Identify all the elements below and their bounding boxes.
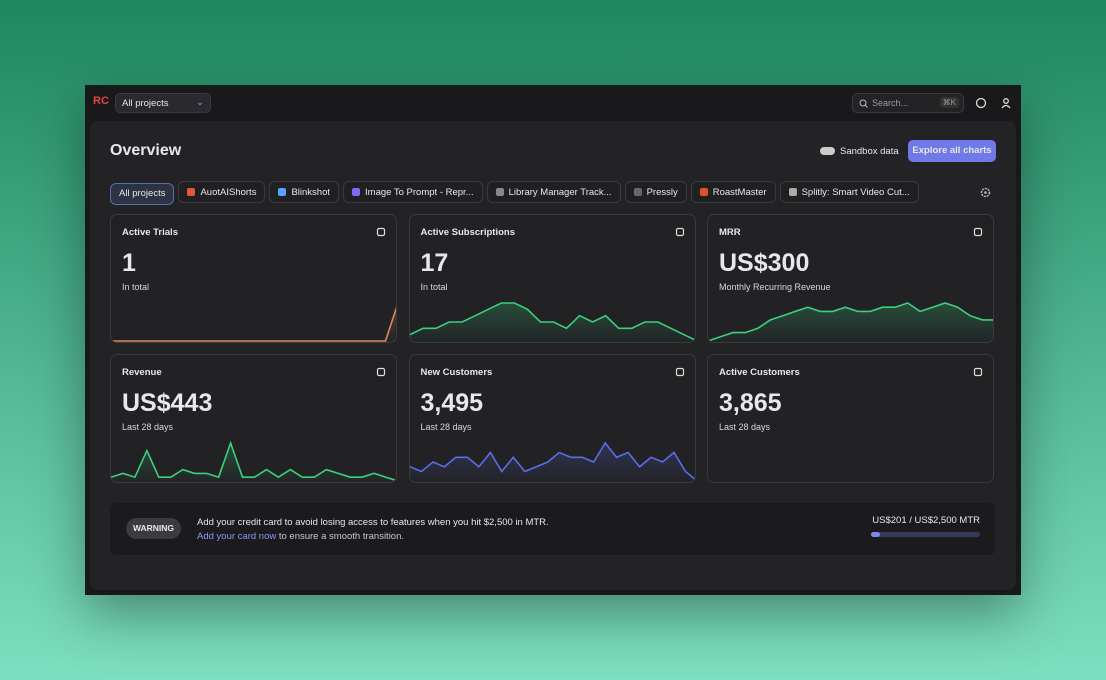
card-icon [675,227,684,237]
main-panel: Overview Sandbox data Explore all charts… [90,121,1016,590]
card-title: Revenue [122,367,162,378]
project-tab[interactable]: Blinkshot [269,181,340,203]
card-title: Active Subscriptions [420,227,516,238]
card-icon [376,227,386,237]
metric-card[interactable]: Active Trials 1 In total [110,214,397,343]
sparkline-line [111,306,396,342]
sparkline [111,306,396,342]
search[interactable]: Search... ⌘K [852,93,964,113]
project-select[interactable]: All projects ⌄ [115,93,211,113]
tab-icon [699,188,708,196]
card-title: Active Customers [719,367,800,378]
tab-label: All projects [119,188,166,199]
tab-label: RoastMaster [712,186,767,198]
tab-label: Pressly [646,186,678,198]
project-tab[interactable]: Image To Prompt - Repr... [343,181,483,203]
user-icon[interactable] [1000,97,1012,109]
tab-label: Blinkshot [291,186,331,198]
card-value: 3,865 [719,389,782,417]
card-subtitle: Last 28 days [420,422,472,432]
settings-icon[interactable] [980,187,991,198]
help-icon[interactable] [975,97,987,109]
tab-label: Image To Prompt - Repr... [365,186,474,198]
shortcut: ⌘K [939,97,959,108]
tab-label: Library Manager Track... [508,186,612,198]
card-title: MRR [719,227,741,238]
warning-suffix: to ensure a smooth transition. [276,531,405,542]
card-value: US$443 [122,389,213,417]
sandbox-label: Sandbox data [840,146,899,157]
card-value: 1 [122,249,136,277]
tab-label: Splitly: Smart Video Cut... [801,186,910,198]
sparkline-area [409,303,695,342]
warning-message: Add your credit card to avoid losing acc… [197,517,549,528]
card-value: 17 [420,249,449,277]
usage-label: US$201 / US$2,500 MTR [872,515,980,526]
logo: RC [93,95,109,107]
explore-button[interactable]: Explore all charts [908,140,996,162]
tab-icon [495,188,504,196]
sparkline-line [409,441,695,481]
project-tab[interactable]: Pressly [624,181,687,203]
card-subtitle: In total [420,282,448,292]
tab-icon [352,188,361,196]
warning-badge: WARNING [126,518,181,539]
sparkline [409,302,695,342]
metric-card[interactable]: Active Subscriptions 17 In total [408,214,696,343]
tab-icon [187,188,196,196]
sparkline [708,302,993,342]
sparkline-area [409,443,695,482]
sparkline-line [409,302,695,341]
card-subtitle: Last 28 days [719,422,771,432]
usage-fill [871,532,880,537]
card-value: 3,495 [420,389,484,417]
search-icon [859,99,868,108]
project-tab[interactable]: Splitly: Smart Video Cut... [779,181,919,203]
metric-card[interactable]: MRR US$300 Monthly Recurring Revenue [707,214,994,343]
sparkline-area [111,309,396,342]
tab-bar: All projects AuotAIShorts Blinkshot Image T… [110,181,923,205]
card-value: US$300 [719,249,810,277]
warning-box: WARNING Add your credit card to avoid lo… [110,503,995,555]
tab-icon [278,188,287,196]
card-title: New Customers [420,367,493,378]
chevron: ⌄ [196,97,204,108]
sparkline-area [708,303,993,342]
card-subtitle: Last 28 days [122,422,174,432]
card-icon [973,367,983,377]
sparkline-line [111,440,396,482]
sparkline-line [708,302,993,342]
project-select-label: All projects [122,98,169,109]
search-placeholder: Search... [872,98,909,108]
tab-icon [633,188,642,196]
project-tab[interactable]: RoastMaster [690,181,776,203]
tab-icon [788,188,797,196]
page-title: Overview [110,142,182,159]
card-subtitle: In total [122,282,150,292]
sandbox-toggle[interactable] [820,147,835,155]
card-title: Active Trials [122,227,178,238]
tab-label: AuotAIShorts [200,186,257,198]
project-tab[interactable]: AuotAIShorts [178,181,266,203]
project-tab[interactable]: All projects [110,182,175,205]
warning-line: Add your card now to ensure a smooth tra… [197,531,404,542]
add-card-link[interactable]: Add your card now [197,531,277,542]
card-icon [675,367,684,377]
sparkline [409,441,695,482]
metric-card[interactable]: Active Customers 3,865 Last 28 days [707,354,994,483]
card-icon [376,367,386,377]
metric-card[interactable]: New Customers 3,495 Last 28 days [408,354,696,483]
card-icon [973,227,983,237]
sparkline [111,440,396,482]
usage-track [871,532,980,537]
project-tab[interactable]: Library Manager Track... [486,181,621,203]
app-window: RC All projects ⌄ Search... ⌘K Overview Sa… [85,85,1021,595]
metric-card[interactable]: Revenue US$443 Last 28 days [110,354,397,483]
card-subtitle: Monthly Recurring Revenue [719,282,831,292]
sparkline-area [111,443,396,482]
